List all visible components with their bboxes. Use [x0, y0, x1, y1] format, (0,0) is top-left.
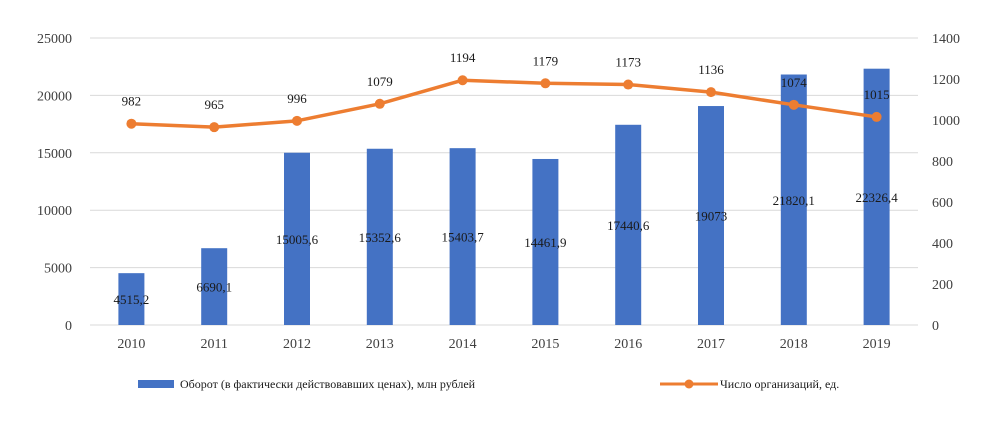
- line-data-label: 1136: [698, 62, 724, 77]
- bar: [615, 124, 642, 325]
- line-data-label: 1194: [450, 50, 476, 65]
- bar: [698, 106, 724, 325]
- bar: [780, 74, 807, 325]
- legend-line-marker: [684, 379, 694, 389]
- line-data-label: 1079: [367, 74, 393, 89]
- y-right-tick-label: 200: [932, 278, 953, 293]
- line-point: [540, 78, 551, 89]
- y-right-tick-label: 400: [932, 237, 953, 252]
- y-left-tick-label: 0: [65, 319, 72, 334]
- bar-data-label: 21820,1: [773, 193, 815, 208]
- line-point: [788, 99, 799, 110]
- bar-data-label: 22326,4: [855, 190, 898, 205]
- line-point: [623, 79, 634, 90]
- y-right-tick-label: 600: [932, 196, 953, 211]
- bar-data-label: 19073: [695, 209, 728, 224]
- bar: [863, 68, 890, 325]
- bar: [284, 152, 310, 325]
- legend: Оборот (в фактически действовавших ценах…: [138, 377, 839, 391]
- line-point: [126, 118, 137, 129]
- x-tick-label: 2018: [780, 337, 808, 352]
- x-tick-label: 2013: [366, 337, 394, 352]
- bar-data-label: 4515,2: [114, 292, 150, 307]
- x-tick-label: 2016: [614, 337, 642, 352]
- bar: [532, 158, 559, 325]
- gridlines: [90, 37, 918, 326]
- line-point: [871, 111, 882, 122]
- bar: [118, 273, 145, 325]
- x-tick-label: 2011: [200, 337, 227, 352]
- x-tick-label: 2014: [449, 337, 477, 352]
- x-tick-label: 2010: [117, 337, 145, 352]
- y-left-tick-label: 15000: [37, 147, 72, 162]
- y-left-tick-label: 20000: [37, 89, 72, 104]
- line-data-label: 1015: [864, 87, 890, 102]
- y-right-tick-label: 1000: [932, 114, 960, 129]
- y-right-tick-label: 800: [932, 155, 953, 170]
- legend-bar-swatch: [138, 380, 174, 388]
- line-series: [126, 75, 882, 133]
- bar-data-label: 6690,1: [196, 280, 232, 295]
- y-left-tick-label: 10000: [37, 204, 72, 219]
- line-point: [374, 98, 385, 109]
- bar-data-label: 15005,6: [276, 232, 319, 247]
- y-left-tick-label: 25000: [37, 32, 72, 47]
- x-tick-label: 2015: [531, 337, 559, 352]
- bar-data-label: 14461,9: [524, 235, 566, 250]
- line-point: [292, 115, 302, 126]
- legend-bar-label: Оборот (в фактически действовавших ценах…: [180, 377, 476, 391]
- axes: 0 5000 10000 15000 20000 25000 0 200 400 600 800 10…: [37, 32, 960, 352]
- line-data-label: 1179: [533, 53, 559, 68]
- line-point: [706, 87, 716, 98]
- bar-data-label: 15352,6: [359, 230, 402, 245]
- bar-data-label: 15403,7: [441, 230, 484, 245]
- line-point: [457, 75, 468, 86]
- bar-series: [118, 68, 890, 325]
- line-data-label: 965: [204, 97, 224, 112]
- y-left-tick-label: 5000: [44, 262, 72, 277]
- line-data-label: 1173: [615, 55, 641, 70]
- bar: [366, 148, 393, 325]
- x-tick-label: 2012: [283, 337, 311, 352]
- x-tick-label: 2017: [697, 337, 725, 352]
- series-line: [131, 78, 877, 129]
- line-data-label: 982: [122, 94, 142, 109]
- bar-data-label: 17440,6: [607, 218, 650, 233]
- line-point: [209, 122, 220, 133]
- line-data-label: 996: [287, 91, 307, 106]
- bar: [449, 148, 476, 325]
- bar: [201, 248, 228, 325]
- line-data-label: 1074: [781, 75, 808, 90]
- y-right-tick-label: 1200: [932, 73, 960, 88]
- x-tick-label: 2019: [863, 337, 891, 352]
- data-labels: 4515,2 6690,1 15005,6 15352,6 15403,7 14461,9…: [114, 50, 899, 307]
- legend-line-label: Число организаций, ед.: [720, 377, 839, 391]
- y-right-tick-label: 0: [932, 319, 939, 334]
- y-right-tick-label: 1400: [932, 32, 960, 47]
